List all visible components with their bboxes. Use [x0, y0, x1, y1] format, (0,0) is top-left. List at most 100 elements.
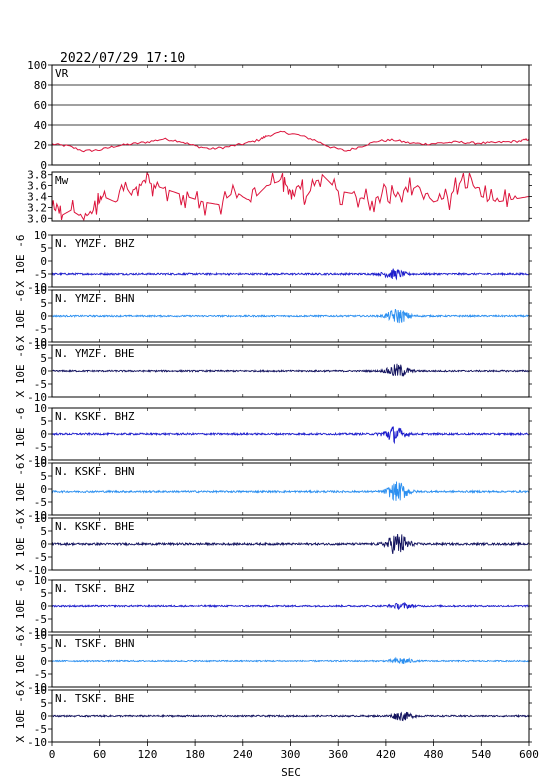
x-tick-label: 300 — [281, 748, 301, 761]
panel-vr: 0 20 40 60 80 100 VR — [27, 59, 532, 172]
series-vr — [51, 130, 530, 153]
series-ymzf-bhz — [51, 268, 530, 281]
y-tick-label: 60 — [34, 99, 47, 112]
panel-label: N. KSKF. BHZ — [55, 410, 135, 423]
x-tick-label: 480 — [424, 748, 444, 761]
y-tick-label: 0 — [40, 600, 47, 613]
y-unit-label: X 10E -6 — [14, 635, 27, 688]
y-tick-label: 40 — [34, 119, 47, 132]
panel-label: N. YMZF. BHN — [55, 292, 134, 305]
x-axis: 0 60 120 180 240 300 360 420 480 540 600 — [49, 742, 539, 761]
series-kskf-bhn — [51, 481, 529, 502]
y-tick-label: 0 — [40, 159, 47, 172]
series-tskf-bhe — [51, 711, 529, 722]
panel-frame — [51, 579, 530, 633]
y-tick-label: -5 — [34, 441, 47, 454]
x-tick-label: 360 — [328, 748, 348, 761]
y-tick-label: 5 — [40, 697, 47, 710]
y-tick-label: 0 — [40, 483, 47, 496]
y-tick-label: -10 — [27, 626, 47, 639]
datetime-label: 2022/07/29 17:10 — [60, 51, 185, 66]
y-tick-label: -10 — [27, 336, 47, 349]
y-unit-label: X 10E -6 — [14, 690, 27, 743]
y-tick-label: 5 — [40, 352, 47, 365]
series-ymzf-bhe — [51, 363, 530, 377]
y-tick-label: 5 — [40, 415, 47, 428]
y-tick-label: 10 — [34, 457, 47, 470]
y-tick-label: 5 — [40, 242, 47, 255]
y-unit-label: X 10E -6 — [14, 290, 27, 343]
y-tick-label: 10 — [34, 339, 47, 352]
y-tick-label: 0 — [40, 538, 47, 551]
y-tick-label: 5 — [40, 470, 47, 483]
y-tick-label: 5 — [40, 525, 47, 538]
y-tick-label: 3.0 — [27, 212, 47, 225]
x-tick-label: 0 — [49, 748, 56, 761]
y-tick-label: -10 — [27, 736, 47, 749]
y-tick-label: 10 — [34, 629, 47, 642]
x-tick-label: 420 — [376, 748, 396, 761]
panel-label: N. KSKF. BHE — [55, 520, 134, 533]
y-tick-label: 0 — [40, 310, 47, 323]
y-tick-label: -5 — [34, 551, 47, 564]
panel-frame — [51, 234, 530, 288]
x-tick-label: 180 — [185, 748, 205, 761]
y-tick-label: -5 — [34, 613, 47, 626]
y-tick-label: -10 — [27, 564, 47, 577]
y-unit-label: X 10E -6 — [14, 345, 27, 398]
y-tick-label: -10 — [27, 454, 47, 467]
y-tick-label: 20 — [34, 139, 47, 152]
panel-label: N. TSKF. BHN — [55, 637, 134, 650]
panel-label: Mw — [55, 174, 69, 187]
panel-frame — [51, 462, 530, 516]
y-tick-label: -5 — [34, 268, 47, 281]
series-kskf-bhz — [51, 426, 530, 445]
y-tick-label: 0 — [40, 710, 47, 723]
y-tick-label: 3.6 — [27, 180, 47, 193]
y-tick-label: 80 — [34, 79, 47, 92]
x-tick-label: 600 — [519, 748, 539, 761]
y-tick-label: 5 — [40, 587, 47, 600]
x-tick-label: 60 — [93, 748, 106, 761]
y-tick-label: -5 — [34, 496, 47, 509]
panel-frame — [51, 517, 530, 571]
y-tick-label: 10 — [34, 512, 47, 525]
panel-label: N. YMZF. BHZ — [55, 237, 135, 250]
y-tick-label: 10 — [34, 684, 47, 697]
y-tick-label: 10 — [34, 229, 47, 242]
y-tick-label: -5 — [34, 723, 47, 736]
panel-frame — [51, 171, 530, 222]
panel-label: N. TSKF. BHE — [55, 692, 134, 705]
x-tick-label: 240 — [233, 748, 253, 761]
y-tick-label: 5 — [40, 297, 47, 310]
y-tick-label: 0 — [40, 255, 47, 268]
y-tick-label: 3.4 — [27, 191, 47, 204]
y-tick-label: 10 — [34, 574, 47, 587]
y-tick-label: 10 — [34, 284, 47, 297]
y-unit-label: X 10E -6 — [14, 408, 27, 461]
y-tick-label: 0 — [40, 365, 47, 378]
panel-mw: 3.03.23.43.63.8 Mw — [27, 169, 532, 225]
y-tick-label: 100 — [27, 59, 47, 72]
y-tick-label: -10 — [27, 281, 47, 294]
panel-frame — [51, 634, 530, 688]
y-tick-label: -10 — [27, 391, 47, 404]
series-mw — [51, 171, 530, 222]
panel-label: N. KSKF. BHN — [55, 465, 134, 478]
y-tick-label: 10 — [34, 402, 47, 415]
y-tick-label: -10 — [27, 509, 47, 522]
panel-label: N. TSKF. BHZ — [55, 582, 135, 595]
y-tick-label: -5 — [34, 378, 47, 391]
y-tick-label: 0 — [40, 655, 47, 668]
y-unit-label: X 10E -6 — [14, 235, 27, 288]
y-tick-label: 3.8 — [27, 169, 47, 182]
